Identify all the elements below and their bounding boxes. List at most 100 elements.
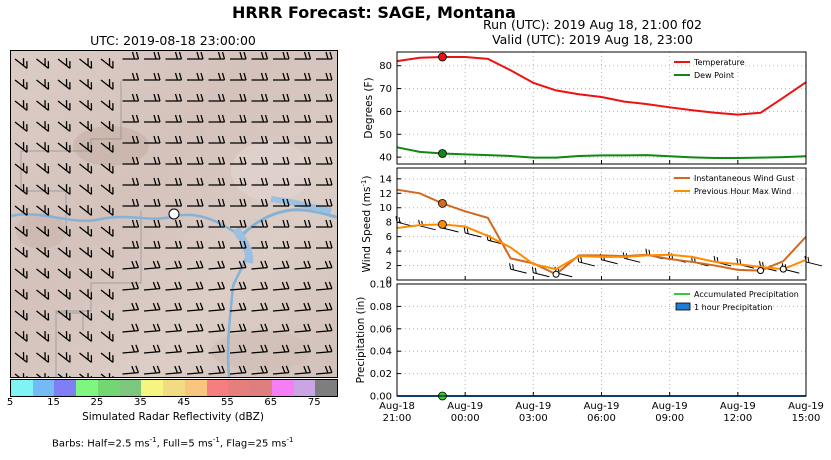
wind-barb — [79, 58, 93, 69]
wind-barb — [14, 58, 28, 69]
colorbar-swatch — [141, 380, 164, 396]
wind-barb — [36, 142, 50, 153]
wind-barb — [79, 268, 93, 279]
colorbar-swatch — [271, 380, 294, 396]
wind-barb — [186, 344, 204, 354]
legend-label: Accumulated Precipitation — [694, 290, 799, 299]
wind-barb — [79, 142, 93, 153]
x-tick-label-date: Aug-19 — [720, 401, 756, 412]
wind-barb — [100, 184, 114, 195]
series-line — [396, 56, 807, 116]
wind-barb — [230, 177, 247, 186]
wind-barb — [14, 163, 28, 174]
wind-barb — [14, 310, 28, 321]
wind-barb — [186, 281, 204, 291]
wind-barb-series — [395, 216, 414, 227]
wind-barb — [165, 51, 183, 60]
x-tick-label-time: 15:00 — [792, 413, 821, 424]
wind-barb — [144, 240, 161, 249]
x-tick-label-time: 12:00 — [723, 413, 752, 424]
wind-barb — [230, 198, 247, 207]
wind-barb — [273, 198, 290, 207]
wind-barb — [273, 93, 290, 102]
min-wind-marker — [757, 267, 765, 275]
wind-barb — [79, 100, 93, 111]
wind-barb — [79, 373, 93, 377]
valid-time-marker — [438, 149, 447, 158]
wind-barb — [122, 323, 140, 333]
wind-barb — [14, 268, 28, 279]
wind-barb — [273, 135, 290, 144]
wind-barb — [36, 163, 50, 174]
wind-barb — [251, 177, 269, 186]
wind-barb — [165, 177, 183, 186]
wind-barb — [230, 114, 247, 123]
wind-barb — [273, 51, 290, 60]
wind-barb — [294, 240, 312, 249]
wind-barb-series — [713, 255, 732, 267]
wind-barb — [79, 79, 93, 90]
wind-barb — [79, 226, 93, 237]
min-wind-marker — [779, 265, 787, 273]
figure-title: HRRR Forecast: SAGE, Montana — [232, 3, 516, 22]
wind-barb — [122, 365, 140, 375]
wind-barb — [187, 114, 204, 123]
colorbar-tick-label: 25 — [90, 397, 104, 408]
wind-barb — [122, 240, 140, 249]
wind-barb — [272, 344, 290, 354]
radar-map — [10, 50, 338, 378]
wind-barb — [57, 121, 71, 132]
colorbar-tick-label: 55 — [220, 397, 234, 408]
wind-barb — [36, 184, 50, 195]
wind-barb — [186, 302, 204, 312]
wind-barb — [230, 219, 247, 228]
wind-barb — [294, 344, 312, 354]
wind-barb — [230, 72, 247, 81]
wind-barb — [273, 219, 290, 228]
y-tick-label: 0.06 — [370, 324, 392, 335]
wind-barb — [294, 51, 312, 60]
wind-barb — [208, 198, 226, 207]
legend-label: Previous Hour Max Wind — [694, 187, 791, 196]
colorbar-swatch — [76, 380, 98, 396]
wind-barb — [294, 198, 312, 207]
wind-barb — [14, 121, 28, 132]
wind-barb — [36, 268, 50, 279]
y-tick-label: 12 — [379, 189, 392, 200]
y-tick-label: 80 — [379, 61, 392, 72]
colorbar-tick-label: 45 — [177, 397, 191, 408]
y-tick-label: 14 — [379, 174, 392, 185]
wind-barb — [79, 184, 93, 195]
y-axis-label: Degrees (F) — [363, 77, 375, 138]
wind-barb — [208, 240, 226, 249]
map-canvas — [11, 51, 337, 377]
wind-barb — [251, 51, 269, 60]
wind-barb — [100, 226, 114, 237]
wind-barb — [144, 198, 161, 207]
wind-barb — [187, 177, 204, 186]
wind-barb — [229, 344, 247, 354]
wind-barb — [57, 226, 71, 237]
wind-barb — [251, 260, 269, 270]
wind-barb — [251, 93, 269, 102]
wind-barb — [294, 260, 312, 270]
wind-barb — [122, 302, 140, 312]
wind-barb — [165, 135, 183, 144]
wind-barb — [14, 373, 28, 377]
wind-barb — [208, 219, 226, 228]
wind-barb — [36, 100, 50, 111]
x-tick-label-time: 06:00 — [587, 413, 616, 424]
y-tick-label: 40 — [379, 153, 392, 164]
wind-barb — [251, 281, 269, 291]
wind-barb — [122, 281, 140, 291]
y-tick-label: 2 — [386, 261, 392, 272]
colorbar-swatch — [293, 380, 316, 396]
wind-barb — [294, 365, 312, 375]
x-tick-label-date: Aug-19 — [515, 401, 551, 412]
wind-barb — [100, 100, 114, 111]
wind-barb — [187, 219, 204, 228]
wind-barb — [143, 260, 161, 270]
wind-barb — [165, 114, 183, 123]
wind-barb — [36, 331, 50, 342]
wind-barb — [57, 373, 71, 377]
